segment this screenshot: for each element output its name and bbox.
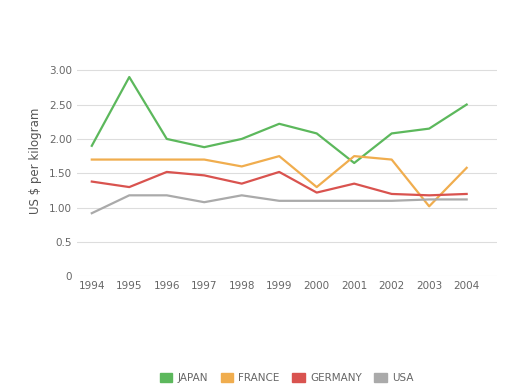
Legend: JAPAN, FRANCE, GERMANY, USA: JAPAN, FRANCE, GERMANY, USA bbox=[156, 369, 418, 384]
Y-axis label: US $ per kilogram: US $ per kilogram bbox=[29, 108, 42, 215]
